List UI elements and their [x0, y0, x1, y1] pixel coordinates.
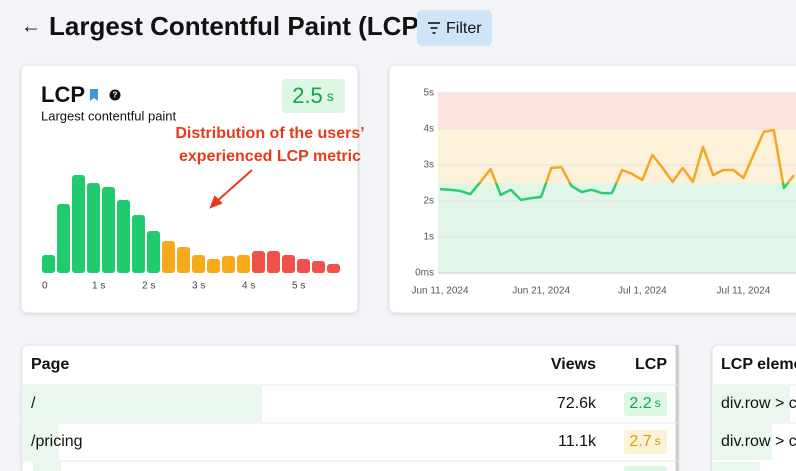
- histogram-bar: [192, 255, 205, 273]
- lcp-line: [439, 183, 790, 202]
- row-bar: [712, 462, 760, 471]
- column-header: LCP: [635, 356, 667, 373]
- card-subtitle: Largest contentful paint: [41, 108, 177, 123]
- x-tick-label: Jun 11, 2024: [411, 286, 469, 297]
- row-bar: [712, 424, 772, 460]
- lcp-badge: [624, 430, 667, 454]
- line-segment-group: [477, 128, 795, 183]
- histogram-bar: [42, 255, 55, 273]
- histogram-bar: [237, 255, 250, 273]
- histogram-bar: [147, 231, 160, 273]
- histogram-bar: [327, 264, 340, 273]
- annotation-arrow: [209, 169, 253, 209]
- views-cell: 11.1k: [558, 433, 597, 450]
- threshold-band: [438, 183, 796, 273]
- line-segment-group: [439, 183, 790, 202]
- histogram-bar: [117, 200, 130, 273]
- help-glyph: ?: [113, 91, 118, 100]
- x-tick-label: 2 s: [142, 281, 155, 292]
- histogram-bar: [102, 187, 115, 273]
- views-cell: 72.6k: [557, 395, 597, 412]
- threshold-band: [438, 129, 796, 183]
- filter-button[interactable]: [417, 10, 492, 46]
- y-tick-label: 0ms: [415, 268, 434, 279]
- trend-chart: 0ms 1s 2s 3s 4s 5s Jun 11, 2024 Jun 21, 2024 Jul…: [411, 88, 796, 297]
- unit: s: [327, 88, 334, 104]
- histogram-bar: [297, 259, 310, 273]
- help-icon[interactable]: [109, 89, 121, 101]
- annotation: Distribution of the users’: [175, 125, 364, 142]
- histogram-bar: [252, 251, 265, 273]
- y-tick-label: 4s: [423, 124, 434, 135]
- card-title: LCP: [41, 82, 85, 107]
- lcp-unit: s: [655, 434, 661, 448]
- histogram-bar: [267, 251, 280, 273]
- histogram-bar: [312, 261, 325, 273]
- y-tick-label: 1s: [423, 232, 434, 243]
- histogram-bar: [177, 247, 190, 273]
- lcp-unit: s: [655, 396, 661, 410]
- lcp-cell: 2.2 s: [629, 395, 660, 412]
- value-text: 2.5 s: [292, 83, 334, 108]
- table: Page Views LCP / 72.6k 2.2 s/pricing 11.1k 2.7 s: [22, 356, 667, 471]
- histogram-bar: [162, 241, 175, 273]
- views-bar: [22, 424, 59, 460]
- x-tick-label: Jul 1, 2024: [618, 286, 667, 297]
- back-button[interactable]: ←: [21, 15, 41, 37]
- column-header: Page: [31, 356, 69, 373]
- lcp-cell: 2.7 s: [629, 433, 660, 450]
- x-tick-label: Jun 21, 2024: [512, 286, 570, 297]
- value-badge: [282, 79, 345, 113]
- page-cell: /pricing: [31, 433, 83, 450]
- y-tick-label: 2s: [423, 196, 434, 207]
- table2-cell: div.row > c: [721, 433, 796, 450]
- lcp-badge: [624, 466, 667, 471]
- page-title: Largest Contentful Paint (LCP): [49, 11, 427, 41]
- y-tick-label: 3s: [423, 160, 434, 171]
- page-cell: /: [31, 395, 36, 412]
- x-tick-label: 3 s: [192, 281, 205, 292]
- lcp-value: 2.2: [629, 395, 651, 412]
- filter-icon: [428, 22, 440, 34]
- row-bar: [712, 386, 790, 422]
- filter-label[interactable]: Filter: [446, 20, 482, 37]
- y-tick-label: 5s: [423, 88, 434, 99]
- column-header: Views: [551, 356, 596, 373]
- histogram-bar: [57, 204, 70, 273]
- threshold-band: [438, 93, 796, 129]
- histogram-bar: [222, 256, 235, 273]
- value: 2.5: [292, 83, 323, 108]
- bookmark-icon: [90, 89, 98, 101]
- histogram-bar: [87, 183, 100, 273]
- annotation: experienced LCP metric: [179, 148, 361, 165]
- histogram-bar: [207, 259, 220, 273]
- table2-header: LCP eleme: [721, 356, 796, 373]
- lcp-value: 2.7: [629, 433, 651, 450]
- x-tick-label: 4 s: [242, 281, 255, 292]
- x-tick-label: Jul 11, 2024: [717, 286, 771, 297]
- histogram-bar: [282, 255, 295, 273]
- views-bar: [33, 462, 61, 471]
- table2-cell: div.row > c: [721, 395, 796, 412]
- views-bar: [22, 386, 262, 422]
- x-tick-label: 0: [42, 281, 48, 292]
- x-tick-label: 5 s: [292, 281, 305, 292]
- histogram-bar: [132, 215, 145, 273]
- lcp-badge: [624, 392, 667, 416]
- histogram-bar: [72, 175, 85, 273]
- lcp-line: [477, 128, 795, 183]
- x-tick-label: 1 s: [92, 281, 105, 292]
